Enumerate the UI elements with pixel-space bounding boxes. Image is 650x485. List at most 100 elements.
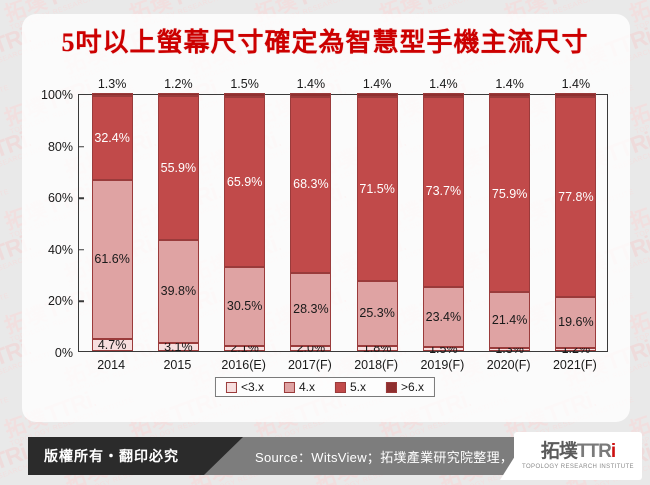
- y-axis-tick-label: 0%: [54, 346, 73, 360]
- bar-segment-5.x[interactable]: 32.4%: [91, 96, 133, 180]
- bar-segment-4.x[interactable]: 61.6%: [91, 179, 133, 339]
- y-axis-tick-mark: [79, 300, 84, 303]
- bar-2014[interactable]: 4.7% 61.6% 32.4% 1.3%: [91, 77, 133, 352]
- tri-logo-subtitle: TOPOLOGY RESEARCH INSTITUTE: [522, 464, 634, 470]
- bar-segment->6.x[interactable]: [91, 93, 133, 97]
- segment-value-label: 68.3%: [293, 177, 329, 192]
- segment-value-label: 30.5%: [226, 299, 263, 313]
- bar-segment->6.x[interactable]: [157, 93, 199, 97]
- tri-logo-main: 拓墣TTRi: [540, 441, 616, 462]
- top-value-label: 1.3%: [97, 77, 127, 91]
- y-axis-tick-mark: [79, 197, 84, 199]
- legend-label: 5.x: [350, 380, 367, 394]
- bar-segment-<3.x[interactable]: 4.7%: [91, 337, 133, 352]
- bar-segment-<3.x[interactable]: 3.1%: [157, 339, 199, 354]
- y-axis-tick-label: 80%: [47, 139, 73, 154]
- bar-segment-4.x[interactable]: 19.6%: [555, 297, 597, 348]
- top-value-label: 1.4%: [296, 77, 326, 91]
- bar-segment->6.x[interactable]: [290, 93, 332, 97]
- bar-2017(F)[interactable]: 2.0% 28.3% 68.3% 1.4%: [290, 77, 332, 354]
- bar-segment-4.x[interactable]: 39.8%: [157, 240, 199, 344]
- bar-segment-5.x[interactable]: 73.7%: [422, 96, 464, 287]
- segment-value-label: 65.9%: [226, 174, 263, 189]
- legend-swatch-icon: [335, 381, 346, 393]
- bar-segment-5.x[interactable]: 71.5%: [356, 96, 398, 282]
- bar-segment-5.x[interactable]: 77.8%: [555, 96, 597, 298]
- bar-segment->6.x[interactable]: [224, 93, 266, 97]
- segment-value-label: 73.7%: [425, 184, 462, 199]
- segment-value-label: 61.6%: [94, 252, 130, 267]
- tri-logo: 拓墣TTRi TOPOLOGY RESEARCH INSTITUTE: [514, 432, 642, 480]
- top-value-label: 1.4%: [561, 77, 591, 91]
- bar-segment-5.x[interactable]: 65.9%: [224, 96, 266, 267]
- top-value-label: 1.2%: [164, 77, 193, 91]
- stacked-bar-chart: 0% 20% 40% 60% 80% 100% 4.7% 61.6% 32.4% 1.3% 3.1%…: [0, 77, 650, 378]
- segment-value-label: 4.7%: [97, 337, 127, 352]
- bar-segment-4.x[interactable]: 28.3%: [290, 272, 332, 346]
- bar-segment-<3.x[interactable]: 2.0%: [290, 342, 332, 354]
- bar-segment-5.x[interactable]: 55.9%: [157, 96, 199, 241]
- bar-segment-5.x[interactable]: 68.3%: [290, 96, 332, 273]
- top-value-label: 1.5%: [230, 77, 259, 91]
- bar-segment-<3.x[interactable]: 1.5%: [422, 343, 464, 355]
- bar-2019(F)[interactable]: 1.5% 23.4% 73.7% 1.4%: [422, 77, 464, 355]
- x-axis-label-2017(F): 2017(F): [287, 358, 332, 372]
- x-axis-label-2021(F): 2021(F): [552, 358, 597, 372]
- x-axis-label-2015: 2015: [163, 358, 192, 372]
- source-text: Source：WitsView；拓墣產業研究院整理，2016/12: [255, 449, 563, 465]
- tri-logo-letters: TTR: [576, 441, 612, 462]
- bar-segment-5.x[interactable]: 75.9%: [489, 96, 531, 293]
- bar-segment-<3.x[interactable]: 1.8%: [356, 342, 398, 354]
- x-axis-label-2019(F): 2019(F): [420, 358, 465, 372]
- segment-value-label: 25.3%: [359, 306, 395, 321]
- legend-item-<3.x[interactable]: <3.x: [225, 380, 264, 394]
- bar-2018(F)[interactable]: 1.8% 25.3% 71.5% 1.4%: [356, 77, 398, 354]
- bar-2020(F)[interactable]: 1.3% 21.4% 75.9% 1.4%: [489, 77, 531, 355]
- bar-segment->6.x[interactable]: [489, 93, 531, 97]
- legend-item-5.x[interactable]: 5.x: [335, 380, 366, 394]
- bar-segment-<3.x[interactable]: 2.1%: [224, 342, 266, 354]
- legend-label: <3.x: [240, 380, 264, 394]
- segment-value-label: 55.9%: [160, 160, 197, 175]
- plot-area: 0% 20% 40% 60% 80% 100% 4.7% 61.6% 32.4% 1.3% 3.1%…: [41, 77, 608, 360]
- y-axis-tick-label: 100%: [41, 88, 73, 102]
- bar-2015[interactable]: 3.1% 39.8% 55.9% 1.2%: [157, 77, 199, 354]
- top-value-label: 1.4%: [495, 77, 524, 91]
- bar-segment-<3.x[interactable]: 1.2%: [555, 343, 597, 355]
- bar-segment-4.x[interactable]: 25.3%: [356, 281, 398, 347]
- bar-segment-4.x[interactable]: 21.4%: [489, 292, 531, 348]
- bar-segment-4.x[interactable]: 30.5%: [224, 266, 266, 346]
- segment-value-label: 3.1%: [164, 339, 193, 354]
- bar-segment->6.x[interactable]: [356, 93, 398, 97]
- segment-value-label: 75.9%: [491, 187, 528, 202]
- y-axis-tick-mark: [79, 249, 84, 251]
- legend-swatch-icon: [225, 381, 237, 393]
- segment-value-label: 39.8%: [160, 284, 197, 299]
- bar-segment->6.x[interactable]: [422, 93, 464, 97]
- legend-item-4.x[interactable]: 4.x: [283, 380, 315, 394]
- bar-2021(F)[interactable]: 1.2% 19.6% 77.8% 1.4%: [555, 77, 597, 355]
- copyright-banner: 版權所有・翻印必究: [28, 437, 243, 475]
- footer-bar: 版權所有・翻印必究 Source：WitsView；拓墣產業研究院整理，2016…: [0, 432, 650, 485]
- bar-segment->6.x[interactable]: [555, 93, 597, 97]
- tri-logo-accent: i: [610, 441, 616, 462]
- y-axis-tick-label: 60%: [47, 191, 73, 206]
- bar-segment-4.x[interactable]: 23.4%: [422, 286, 464, 348]
- bar-2016(E)[interactable]: 2.1% 30.5% 65.9% 1.5%: [224, 77, 266, 354]
- x-axis-label-2018(F): 2018(F): [354, 358, 399, 372]
- bar-segment-<3.x[interactable]: 1.3%: [489, 343, 531, 355]
- segment-value-label: 21.4%: [491, 312, 528, 327]
- tri-logo-cjk: 拓墣: [540, 441, 578, 462]
- segment-value-label: 77.8%: [558, 189, 594, 204]
- legend-label: 4.x: [298, 380, 315, 394]
- x-axis-label-2014: 2014: [97, 358, 126, 372]
- segment-value-label: 71.5%: [359, 181, 395, 196]
- copyright-text: 版權所有・翻印必究: [44, 448, 179, 464]
- segment-value-label: 32.4%: [94, 130, 130, 145]
- top-value-label: 1.4%: [362, 77, 392, 91]
- segment-value-label: 19.6%: [558, 315, 594, 330]
- legend-swatch-icon: [386, 381, 398, 393]
- chart-legend: <3.x 4.x 5.x >6.x: [214, 377, 436, 397]
- x-axis-label-2020(F): 2020(F): [486, 358, 531, 372]
- legend-item->6.x[interactable]: >6.x: [386, 380, 424, 394]
